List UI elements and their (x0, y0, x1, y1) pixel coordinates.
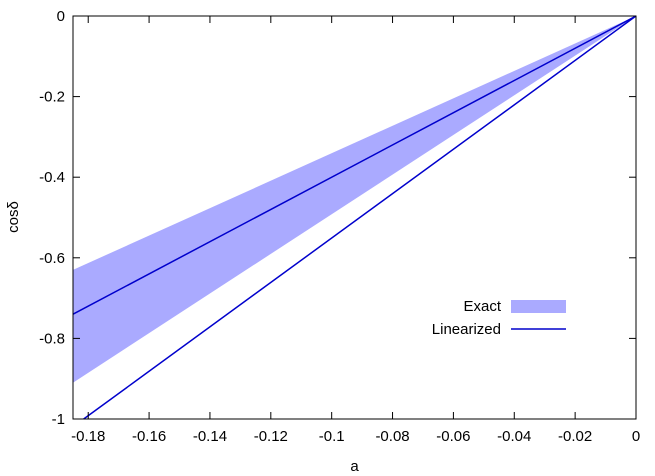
line-layer (72, 15, 637, 420)
x-tick-label: -0.04 (497, 428, 531, 445)
legend: Exact Linearized (432, 298, 566, 338)
x-tick-label: -0.14 (193, 428, 227, 445)
x-tick-label: -0.1 (319, 428, 345, 445)
y-tick-label: -1 (52, 411, 65, 428)
x-tick-label: -0.16 (132, 428, 166, 445)
legend-label-linearized: Linearized (432, 321, 501, 338)
tick-layer: -0.18 -0.16 -0.14 -0.12 -0.1 -0.08 -0.06 -0.04 -… (39, 8, 640, 445)
y-tick-label: -0.2 (39, 89, 65, 106)
x-tick-label: -0.12 (254, 428, 288, 445)
y-axis-label: cosδ (5, 201, 22, 233)
x-tick-label: -0.02 (558, 428, 592, 445)
y-tick-label: 0 (57, 8, 65, 25)
plot-frame (72, 15, 637, 420)
x-tick-label: -0.06 (436, 428, 470, 445)
x-tick-label: 0 (632, 428, 640, 445)
x-tick-label: -0.18 (71, 428, 105, 445)
band-layer (73, 16, 636, 383)
x-tick-label: -0.08 (375, 428, 409, 445)
series-line-steep (83, 15, 637, 420)
legend-label-exact: Exact (463, 298, 501, 315)
y-tick-label: -0.6 (39, 250, 65, 267)
y-tick-label: -0.4 (39, 169, 65, 186)
series-line-linearized (72, 15, 637, 315)
y-tick-label: -0.8 (39, 330, 65, 347)
legend-swatch-exact (511, 300, 566, 313)
x-axis-label: a (350, 458, 359, 475)
series-band-exact (73, 16, 636, 383)
